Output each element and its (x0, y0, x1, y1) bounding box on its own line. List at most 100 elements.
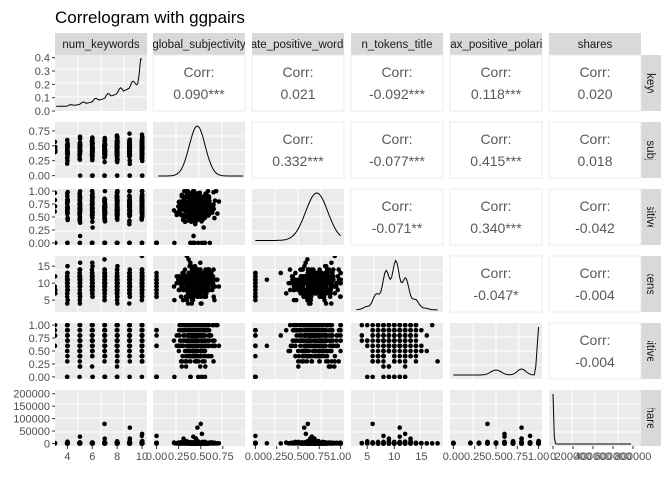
scatter-point (312, 348, 317, 354)
scatter-point (64, 274, 70, 279)
scatter-point (329, 327, 335, 333)
scatter-point (179, 359, 185, 364)
scatter-point (187, 274, 193, 279)
scatter-point (291, 327, 297, 333)
scatter-point (64, 359, 70, 364)
scatter-point (253, 274, 258, 279)
scatter-point (397, 323, 403, 328)
panel-0-4 (449, 54, 543, 112)
scatter-point (102, 240, 107, 245)
scatter-point (413, 343, 419, 349)
scatter-point (139, 205, 145, 210)
scatter-point (178, 212, 184, 217)
corr-label: Corr: (183, 64, 214, 80)
scatter-point (319, 274, 325, 279)
scatter-point (337, 294, 343, 300)
scatter-point (140, 441, 145, 446)
scatter-point (64, 301, 70, 306)
scatter-point (304, 359, 310, 364)
scatter-point (195, 323, 200, 328)
scatter-point (408, 333, 413, 338)
scatter-point (185, 201, 191, 207)
scatter-point (89, 139, 95, 144)
strip-top-label: rate_positive_words (247, 39, 350, 51)
scatter-point (64, 291, 70, 296)
scatter-point (283, 327, 289, 333)
scatter-point (77, 353, 82, 359)
scatter-point (328, 301, 334, 306)
scatter-point (316, 338, 321, 343)
scatter-point (139, 348, 145, 354)
scatter-point (295, 348, 301, 354)
scatter-point (102, 277, 108, 283)
scatter-point (200, 359, 205, 364)
scatter-point (429, 323, 435, 328)
scatter-point (317, 359, 322, 364)
scatter-point (139, 359, 145, 364)
scatter-point (114, 267, 120, 272)
scatter-point (114, 327, 120, 333)
corr-label: Corr: (579, 64, 610, 80)
panel-0-1 (152, 54, 246, 112)
scatter-point (127, 189, 132, 194)
panel-5-3 (351, 390, 443, 446)
scatter-point (176, 277, 181, 283)
scatter-point (293, 270, 298, 276)
scatter-point (139, 189, 145, 194)
scatter-point (114, 284, 120, 289)
scatter-1-0 (55, 131, 145, 178)
scatter-point (77, 287, 83, 293)
scatter-point (65, 323, 70, 328)
scatter-point (102, 323, 107, 328)
scatter-point (253, 287, 258, 293)
scatter-point (198, 353, 203, 359)
scatter-point (180, 297, 186, 303)
scatter-point (90, 219, 95, 225)
scatter-point (397, 327, 403, 333)
scatter-point (55, 323, 58, 328)
scatter-point (293, 297, 299, 303)
scatter-point (65, 343, 71, 349)
scatter-point (338, 338, 343, 343)
scatter-point (327, 294, 333, 300)
scatter-point (154, 277, 159, 283)
scatter-point (188, 284, 193, 289)
scatter-point (114, 277, 120, 283)
scatter-point (315, 323, 321, 328)
scatter-point (185, 280, 191, 286)
scatter-point (181, 287, 186, 293)
scatter-point (323, 280, 328, 286)
scatter-point (324, 353, 330, 359)
scatter-point (413, 323, 419, 328)
scatter-point (55, 287, 58, 293)
scatter-point (179, 284, 185, 289)
scatter-point (183, 323, 189, 328)
scatter-point (336, 267, 342, 272)
scatter-point (370, 353, 375, 359)
scatter-point (127, 348, 132, 354)
corr-label: Corr: (282, 64, 313, 80)
scatter-point (213, 323, 219, 328)
panel-1-4 (449, 121, 543, 179)
scatter-point (303, 348, 309, 354)
scatter-point (381, 348, 386, 354)
scatter-point (397, 343, 403, 349)
scatter-point (311, 280, 316, 286)
scatter-point (127, 274, 132, 279)
scatter-point (89, 206, 95, 212)
scatter-point (77, 147, 83, 153)
scatter-point (192, 338, 197, 343)
scatter-point (102, 147, 107, 152)
panel-2-2 (252, 189, 344, 245)
panel-1-1 (153, 122, 245, 178)
scatter-point (391, 343, 397, 349)
scatter-point (291, 323, 296, 328)
scatter-point (419, 343, 424, 349)
scatter-point (139, 196, 145, 202)
scatter-point (413, 359, 419, 364)
corr-label: Corr: (282, 131, 313, 147)
scatter-point (202, 240, 208, 245)
scatter-point (309, 277, 314, 283)
scatter-point (435, 359, 440, 364)
strip-top-label: max_positive_polarity (441, 39, 552, 51)
